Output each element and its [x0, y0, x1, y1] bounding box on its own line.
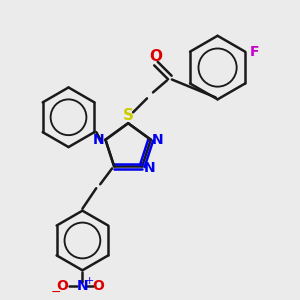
Text: N: N [93, 133, 104, 147]
Text: F: F [249, 45, 259, 59]
Text: S: S [123, 108, 134, 123]
Text: +: + [85, 276, 94, 286]
Text: O: O [149, 49, 163, 64]
Text: O: O [92, 279, 104, 293]
Text: O: O [57, 279, 68, 293]
Text: N: N [152, 133, 164, 147]
Text: N: N [143, 161, 155, 176]
Text: N: N [76, 279, 88, 293]
Text: −: − [50, 286, 61, 299]
